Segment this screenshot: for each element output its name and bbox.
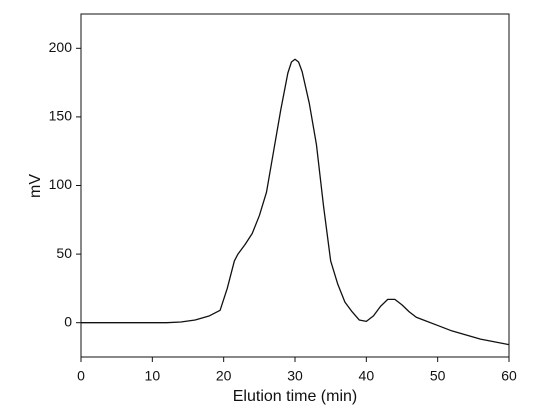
y-tick-label: 200 bbox=[49, 39, 73, 55]
plot-frame bbox=[80, 13, 510, 358]
x-tick-label: 30 bbox=[287, 368, 303, 384]
y-tick-label: 100 bbox=[49, 176, 73, 192]
x-tick-label: 40 bbox=[359, 368, 375, 384]
y-tick-label: 50 bbox=[56, 245, 72, 261]
x-tick-label: 60 bbox=[501, 368, 517, 384]
y-tick-label: 0 bbox=[64, 313, 72, 329]
x-tick-label: 20 bbox=[216, 368, 232, 384]
x-tick-label: 0 bbox=[77, 368, 85, 384]
y-axis-title: mV bbox=[27, 174, 44, 198]
x-tick-label: 10 bbox=[145, 368, 161, 384]
data-line bbox=[81, 58, 510, 346]
x-axis-title: Elution time (min) bbox=[233, 388, 357, 405]
y-tick-label: 150 bbox=[49, 108, 73, 124]
x-tick-label: 50 bbox=[430, 368, 446, 384]
